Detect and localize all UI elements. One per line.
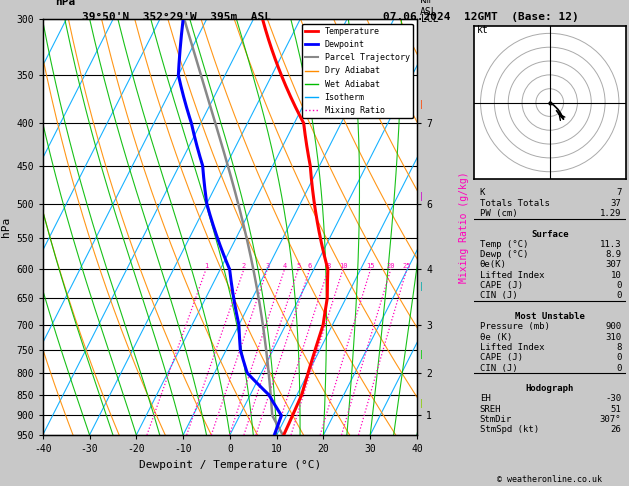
Text: 11.3: 11.3	[600, 240, 621, 249]
Text: θe (K): θe (K)	[480, 332, 512, 342]
Text: 1.29: 1.29	[600, 209, 621, 218]
Text: 307°: 307°	[600, 415, 621, 424]
Text: 4: 4	[282, 263, 287, 269]
Text: 2: 2	[242, 263, 246, 269]
Text: Most Unstable: Most Unstable	[515, 312, 585, 321]
Text: 25: 25	[403, 263, 411, 269]
Text: 0: 0	[616, 281, 621, 290]
Text: 5: 5	[296, 263, 301, 269]
Text: © weatheronline.co.uk: © weatheronline.co.uk	[498, 474, 602, 484]
Text: 7: 7	[616, 189, 621, 197]
Text: 900: 900	[605, 322, 621, 331]
Text: EH: EH	[480, 395, 491, 403]
Text: 26: 26	[611, 425, 621, 434]
Text: 3: 3	[265, 263, 269, 269]
Y-axis label: hPa: hPa	[1, 217, 11, 237]
Text: 1: 1	[204, 263, 208, 269]
Legend: Temperature, Dewpoint, Parcel Trajectory, Dry Adiabat, Wet Adiabat, Isotherm, Mi: Temperature, Dewpoint, Parcel Trajectory…	[302, 24, 413, 118]
Text: 8.9: 8.9	[605, 250, 621, 259]
Text: 0: 0	[616, 353, 621, 362]
Text: Surface: Surface	[531, 229, 569, 239]
Text: 37: 37	[611, 199, 621, 208]
Text: kt: kt	[476, 25, 488, 35]
Text: 39°50'N  352°29'W  395m  ASL: 39°50'N 352°29'W 395m ASL	[82, 12, 270, 22]
Text: Lifted Index: Lifted Index	[480, 271, 544, 280]
Text: Totals Totals: Totals Totals	[480, 199, 550, 208]
Text: Temp (°C): Temp (°C)	[480, 240, 528, 249]
Text: 10: 10	[338, 263, 347, 269]
Text: 0: 0	[616, 292, 621, 300]
Text: 310: 310	[605, 332, 621, 342]
Text: Lifted Index: Lifted Index	[480, 343, 544, 352]
Text: StmSpd (kt): StmSpd (kt)	[480, 425, 539, 434]
Text: PW (cm): PW (cm)	[480, 209, 517, 218]
Text: |: |	[420, 282, 423, 292]
Text: 8: 8	[326, 263, 330, 269]
Text: |: |	[420, 350, 423, 359]
Text: CIN (J): CIN (J)	[480, 292, 517, 300]
Text: km
ASL: km ASL	[420, 0, 438, 17]
Text: CAPE (J): CAPE (J)	[480, 353, 523, 362]
Text: |: |	[420, 100, 423, 109]
Text: -30: -30	[605, 395, 621, 403]
Text: 6: 6	[308, 263, 312, 269]
Text: K: K	[480, 189, 485, 197]
Text: hPa: hPa	[55, 0, 75, 7]
Text: 51: 51	[611, 405, 621, 414]
Text: StmDir: StmDir	[480, 415, 512, 424]
Text: 20: 20	[386, 263, 395, 269]
Text: 8: 8	[616, 343, 621, 352]
Text: Pressure (mb): Pressure (mb)	[480, 322, 550, 331]
Text: CIN (J): CIN (J)	[480, 364, 517, 372]
Text: 0: 0	[616, 364, 621, 372]
X-axis label: Dewpoint / Temperature (°C): Dewpoint / Temperature (°C)	[139, 460, 321, 469]
Text: CAPE (J): CAPE (J)	[480, 281, 523, 290]
Y-axis label: Mixing Ratio (g/kg): Mixing Ratio (g/kg)	[459, 172, 469, 283]
Text: |: |	[420, 399, 423, 408]
Text: LCL: LCL	[421, 15, 438, 24]
Text: 307: 307	[605, 260, 621, 270]
Text: 10: 10	[611, 271, 621, 280]
Text: Dewp (°C): Dewp (°C)	[480, 250, 528, 259]
Text: θe(K): θe(K)	[480, 260, 506, 270]
Text: 15: 15	[366, 263, 375, 269]
Text: |: |	[420, 192, 423, 201]
Text: SREH: SREH	[480, 405, 501, 414]
Text: 07.06.2024  12GMT  (Base: 12): 07.06.2024 12GMT (Base: 12)	[383, 12, 579, 22]
Text: Hodograph: Hodograph	[526, 384, 574, 393]
